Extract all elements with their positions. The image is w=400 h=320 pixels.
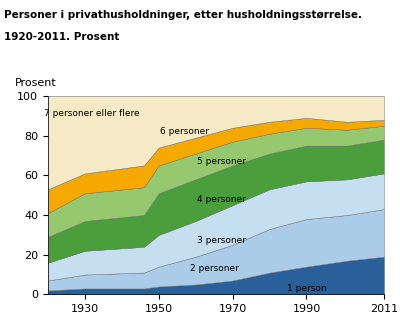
Text: 5 personer: 5 personer bbox=[197, 157, 246, 166]
Text: Personer i privathusholdninger, etter husholdningsstørrelse.: Personer i privathusholdninger, etter hu… bbox=[4, 10, 362, 20]
Text: 3 personer: 3 personer bbox=[197, 236, 246, 245]
Text: 1 person: 1 person bbox=[287, 284, 326, 293]
Text: 1920-2011. Prosent: 1920-2011. Prosent bbox=[4, 32, 119, 42]
Text: Prosent: Prosent bbox=[14, 78, 56, 88]
Text: 7 personer eller flere: 7 personer eller flere bbox=[44, 109, 140, 118]
Text: 2 personer: 2 personer bbox=[190, 264, 238, 273]
Text: 4 personer: 4 personer bbox=[197, 195, 246, 204]
Text: 6 personer: 6 personer bbox=[160, 127, 209, 136]
